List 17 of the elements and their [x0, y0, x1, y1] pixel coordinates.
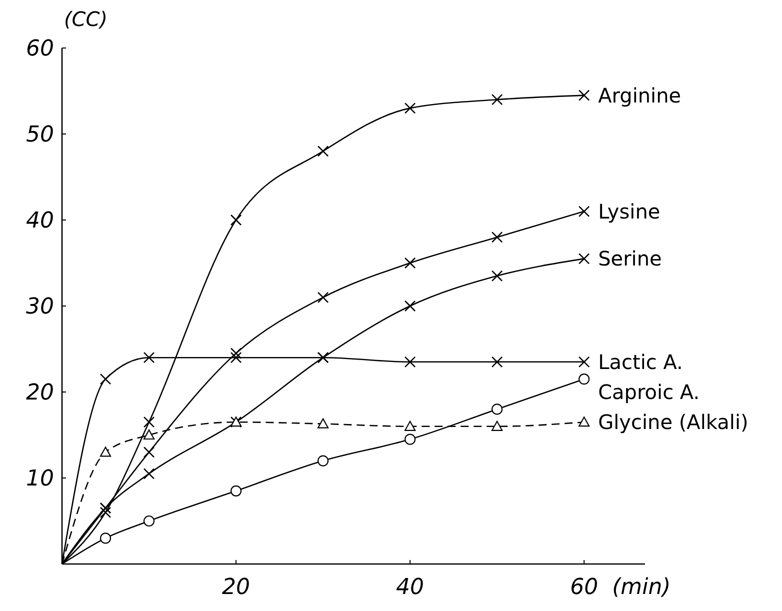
x-tick-label: 60: [570, 575, 598, 600]
y-tick-label: 50: [26, 122, 54, 148]
y-axis-title: (CC): [64, 7, 108, 31]
series-label: Glycine (Alkali): [598, 410, 748, 434]
x-axis-title: (min): [612, 575, 671, 600]
y-tick-label: 40: [26, 208, 54, 234]
x-tick-label: 20: [222, 575, 250, 600]
series-label: Caproic A.: [598, 380, 700, 404]
series-label: Lactic A.: [598, 350, 683, 374]
x-tick-label: 40: [396, 575, 424, 600]
series-label: Serine: [598, 246, 662, 271]
y-tick-label: 20: [26, 380, 54, 406]
series-label: Lysine: [598, 199, 660, 224]
y-tick-label: 60: [26, 36, 54, 62]
y-tick-label: 30: [26, 294, 54, 320]
y-tick-label: 10: [26, 466, 54, 492]
series-label: Arginine: [598, 83, 682, 108]
